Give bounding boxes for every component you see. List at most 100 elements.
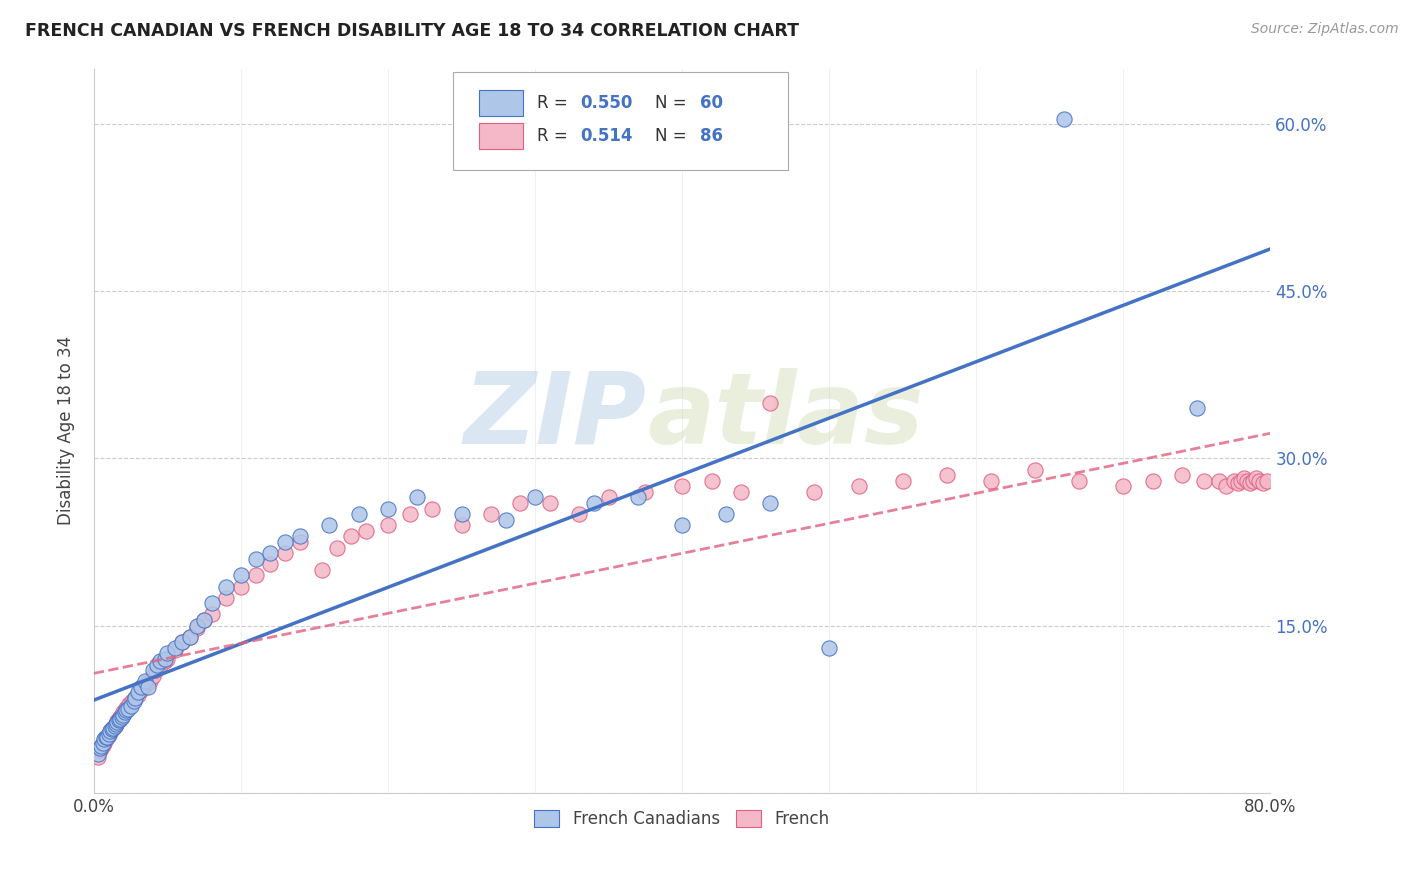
Point: [104, 716, 127, 731]
Point: [172, 635, 194, 649]
Point: [399, 507, 422, 521]
Point: [112, 707, 135, 722]
Point: [115, 701, 138, 715]
Text: R =: R =: [537, 127, 574, 145]
Point: [108, 713, 131, 727]
FancyBboxPatch shape: [453, 72, 787, 169]
Point: [124, 690, 146, 705]
Point: [163, 640, 186, 655]
Point: [90, 739, 112, 753]
Point: [1227, 475, 1250, 490]
Point: [450, 518, 472, 533]
Point: [156, 652, 179, 666]
Point: [87, 750, 110, 764]
Point: [935, 468, 957, 483]
Point: [1244, 471, 1267, 485]
Text: 60: 60: [700, 95, 723, 112]
Point: [524, 491, 547, 505]
Point: [509, 496, 531, 510]
Point: [129, 683, 152, 698]
Point: [111, 707, 134, 722]
Point: [163, 643, 186, 657]
Point: [124, 690, 146, 705]
Point: [274, 535, 297, 549]
Point: [288, 529, 311, 543]
Point: [325, 541, 347, 555]
Point: [245, 568, 267, 582]
Point: [495, 513, 517, 527]
Point: [107, 714, 129, 729]
Point: [245, 551, 267, 566]
Text: 0.514: 0.514: [579, 127, 633, 145]
Point: [582, 496, 605, 510]
Point: [450, 507, 472, 521]
Point: [97, 726, 120, 740]
FancyBboxPatch shape: [478, 123, 523, 149]
Point: [90, 741, 112, 756]
Point: [634, 484, 657, 499]
Point: [107, 715, 129, 730]
Point: [94, 732, 117, 747]
Point: [1230, 474, 1253, 488]
Point: [135, 676, 157, 690]
Point: [153, 652, 176, 666]
Point: [1171, 468, 1194, 483]
Text: ZIP: ZIP: [464, 368, 647, 465]
Point: [1208, 474, 1230, 488]
Point: [1192, 474, 1215, 488]
Point: [94, 730, 117, 744]
Point: [229, 568, 252, 582]
Point: [479, 507, 502, 521]
Point: [538, 496, 561, 510]
Point: [98, 724, 121, 739]
Point: [89, 741, 111, 756]
Point: [1233, 471, 1256, 485]
Point: [759, 496, 782, 510]
Point: [101, 721, 124, 735]
Point: [1069, 474, 1091, 488]
Point: [200, 607, 222, 622]
Point: [115, 703, 138, 717]
Point: [129, 680, 152, 694]
Point: [1215, 479, 1237, 493]
Point: [108, 712, 131, 726]
Point: [215, 591, 238, 605]
Point: [110, 712, 132, 726]
Point: [848, 479, 870, 493]
Point: [149, 654, 172, 668]
Point: [1024, 462, 1046, 476]
Point: [127, 688, 149, 702]
Point: [104, 716, 127, 731]
Point: [274, 546, 297, 560]
Point: [215, 580, 238, 594]
Point: [193, 613, 215, 627]
Point: [179, 630, 201, 644]
Text: N =: N =: [655, 127, 692, 145]
Point: [377, 501, 399, 516]
Text: Source: ZipAtlas.com: Source: ZipAtlas.com: [1251, 22, 1399, 37]
Point: [100, 722, 122, 736]
Point: [568, 507, 591, 521]
Point: [91, 735, 114, 749]
Point: [700, 474, 723, 488]
Point: [1185, 401, 1208, 416]
Point: [132, 680, 155, 694]
Point: [1222, 474, 1244, 488]
Text: R =: R =: [537, 95, 574, 112]
Y-axis label: Disability Age 18 to 34: Disability Age 18 to 34: [58, 336, 75, 525]
Point: [96, 730, 118, 744]
Point: [288, 535, 311, 549]
Point: [1112, 479, 1135, 493]
Point: [186, 621, 208, 635]
Point: [179, 630, 201, 644]
Point: [156, 647, 179, 661]
Point: [153, 654, 176, 668]
Point: [127, 685, 149, 699]
Point: [89, 743, 111, 757]
Point: [598, 491, 620, 505]
Point: [420, 501, 443, 516]
Point: [671, 518, 693, 533]
Point: [117, 702, 139, 716]
Point: [1241, 474, 1264, 488]
Point: [138, 680, 160, 694]
